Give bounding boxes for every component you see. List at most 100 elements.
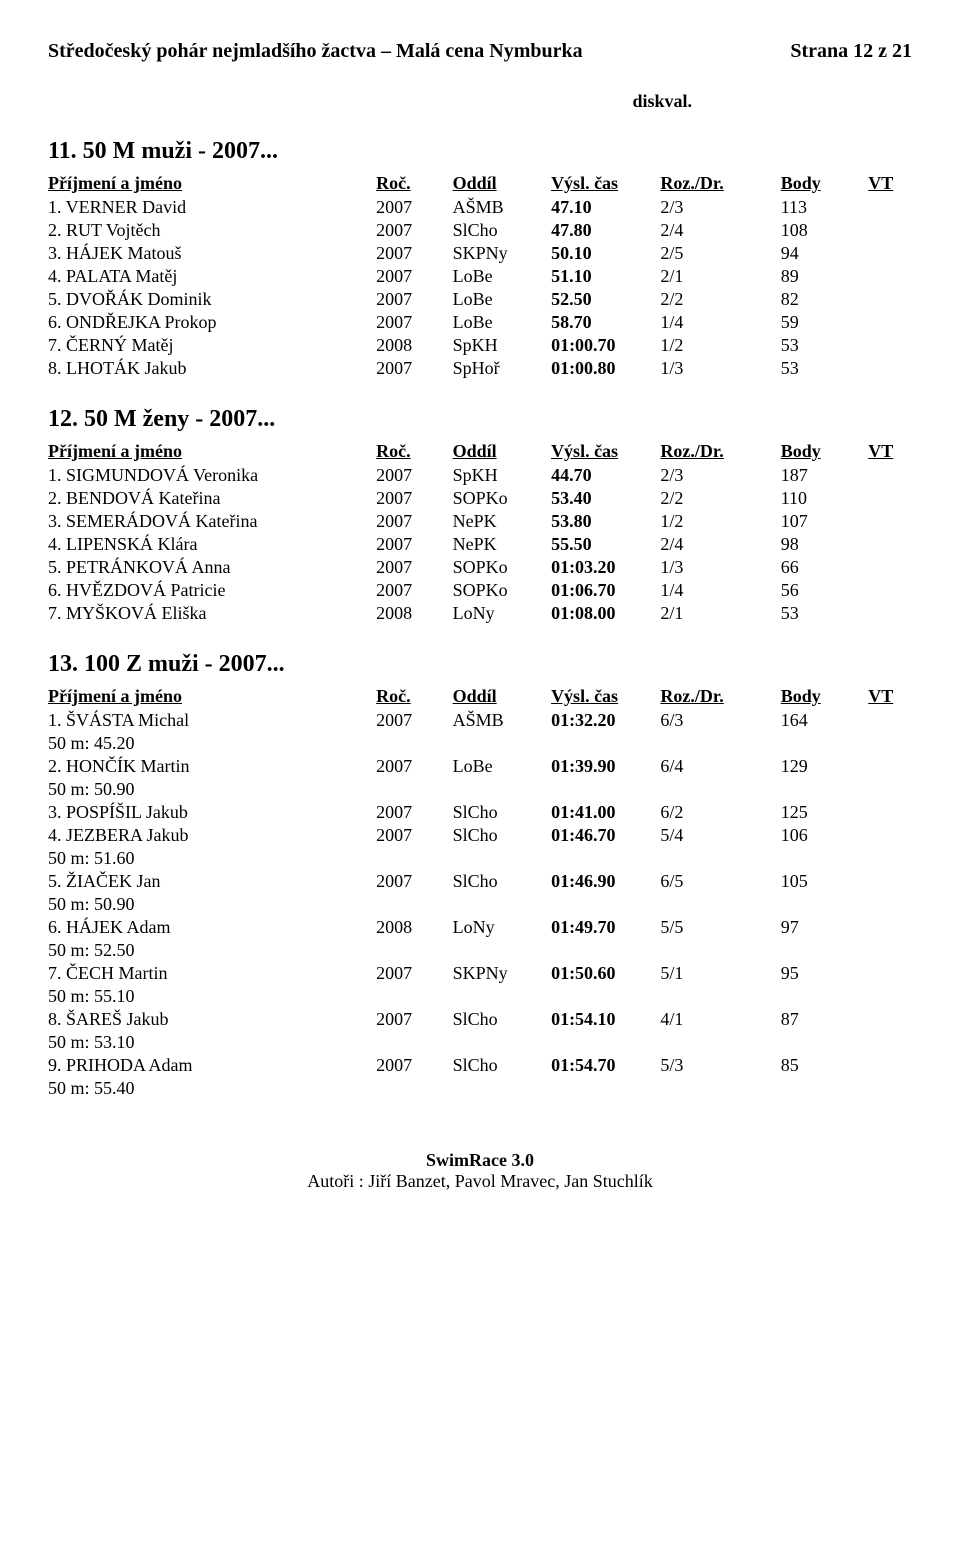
cell-year: 2007 [376,196,453,219]
cell-club: NePK [453,533,551,556]
cell-heat: 5/3 [660,1054,780,1077]
col-header-body: Body [781,684,868,709]
cell-year: 2007 [376,709,453,732]
cell-time: 01:06.70 [551,579,660,602]
table-row: 3. POSPÍŠIL Jakub2007SlCho01:41.006/2125 [48,801,912,824]
cell-body: 106 [781,824,868,847]
cell-vt [868,311,912,334]
cell-club: LoBe [453,311,551,334]
cell-name: 3. POSPÍŠIL Jakub [48,801,376,824]
table-row: 4. LIPENSKÁ Klára2007NePK55.502/498 [48,533,912,556]
page-header: Středočeský pohár nejmladšího žactva – M… [48,40,912,63]
cell-club: SlCho [453,870,551,893]
cell-name: 2. HONČÍK Martin [48,755,376,778]
cell-year: 2008 [376,334,453,357]
split-time: 50 m: 52.50 [48,939,912,962]
cell-body: 125 [781,801,868,824]
cell-year: 2007 [376,464,453,487]
cell-vt [868,219,912,242]
cell-time: 01:49.70 [551,916,660,939]
cell-heat: 2/2 [660,487,780,510]
table-row: 1. ŠVÁSTA Michal2007AŠMB01:32.206/3164 [48,709,912,732]
header-left: Středočeský pohár nejmladšího žactva – M… [48,40,583,63]
col-header-vt: VT [868,171,912,196]
cell-vt [868,196,912,219]
cell-year: 2007 [376,487,453,510]
event-title: 13. 100 Z muži - 2007... [48,651,912,678]
cell-body: 164 [781,709,868,732]
split-row: 50 m: 55.40 [48,1077,912,1100]
footer-authors: Autoři : Jiří Banzet, Pavol Mravec, Jan … [48,1171,912,1192]
cell-club: SpKH [453,464,551,487]
cell-club: SKPNy [453,242,551,265]
cell-time: 47.80 [551,219,660,242]
cell-heat: 1/4 [660,579,780,602]
cell-heat: 2/4 [660,219,780,242]
cell-club: SlCho [453,824,551,847]
header-right: Strana 12 z 21 [790,40,912,63]
cell-time: 01:46.70 [551,824,660,847]
results-table: Příjmení a jménoRoč.OddílVýsl. časRoz./D… [48,439,912,625]
table-row: 9. PRIHODA Adam2007SlCho01:54.705/385 [48,1054,912,1077]
cell-time: 58.70 [551,311,660,334]
cell-name: 1. ŠVÁSTA Michal [48,709,376,732]
cell-body: 187 [781,464,868,487]
cell-body: 113 [781,196,868,219]
table-row: 5. DVOŘÁK Dominik2007LoBe52.502/282 [48,288,912,311]
cell-vt [868,801,912,824]
cell-time: 01:54.10 [551,1008,660,1031]
split-time: 50 m: 55.40 [48,1077,912,1100]
cell-time: 01:08.00 [551,602,660,625]
cell-year: 2007 [376,579,453,602]
cell-year: 2007 [376,242,453,265]
cell-year: 2007 [376,1054,453,1077]
cell-body: 87 [781,1008,868,1031]
cell-club: NePK [453,510,551,533]
split-time: 50 m: 50.90 [48,778,912,801]
col-header-time: Výsl. čas [551,171,660,196]
cell-name: 4. LIPENSKÁ Klára [48,533,376,556]
table-row: 5. PETRÁNKOVÁ Anna2007SOPKo01:03.201/366 [48,556,912,579]
table-row: 7. ČECH Martin2007SKPNy01:50.605/195 [48,962,912,985]
cell-time: 01:41.00 [551,801,660,824]
cell-body: 107 [781,510,868,533]
cell-vt [868,556,912,579]
cell-year: 2007 [376,801,453,824]
cell-heat: 2/3 [660,196,780,219]
split-row: 50 m: 51.60 [48,847,912,870]
page-footer: SwimRace 3.0 Autoři : Jiří Banzet, Pavol… [48,1150,912,1192]
table-row: 4. PALATA Matěj2007LoBe51.102/189 [48,265,912,288]
cell-club: SpHoř [453,357,551,380]
cell-club: AŠMB [453,709,551,732]
col-header-heat: Roz./Dr. [660,684,780,709]
cell-name: 6. HÁJEK Adam [48,916,376,939]
cell-heat: 5/4 [660,824,780,847]
split-row: 50 m: 50.90 [48,893,912,916]
cell-body: 53 [781,602,868,625]
cell-time: 50.10 [551,242,660,265]
cell-heat: 1/2 [660,334,780,357]
cell-heat: 2/2 [660,288,780,311]
cell-time: 01:54.70 [551,1054,660,1077]
table-row: 4. JEZBERA Jakub2007SlCho01:46.705/4106 [48,824,912,847]
cell-club: SlCho [453,1008,551,1031]
cell-name: 8. ŠAREŠ Jakub [48,1008,376,1031]
cell-club: SlCho [453,1054,551,1077]
cell-time: 53.40 [551,487,660,510]
col-header-club: Oddíl [453,439,551,464]
cell-body: 105 [781,870,868,893]
cell-heat: 2/3 [660,464,780,487]
col-header-name: Příjmení a jméno [48,684,376,709]
cell-vt [868,824,912,847]
cell-time: 01:00.80 [551,357,660,380]
cell-name: 5. DVOŘÁK Dominik [48,288,376,311]
diskval-label: diskval. [48,91,912,112]
cell-body: 82 [781,288,868,311]
cell-name: 4. PALATA Matěj [48,265,376,288]
cell-vt [868,265,912,288]
col-header-time: Výsl. čas [551,439,660,464]
cell-vt [868,602,912,625]
cell-body: 110 [781,487,868,510]
cell-heat: 1/3 [660,357,780,380]
cell-year: 2007 [376,311,453,334]
